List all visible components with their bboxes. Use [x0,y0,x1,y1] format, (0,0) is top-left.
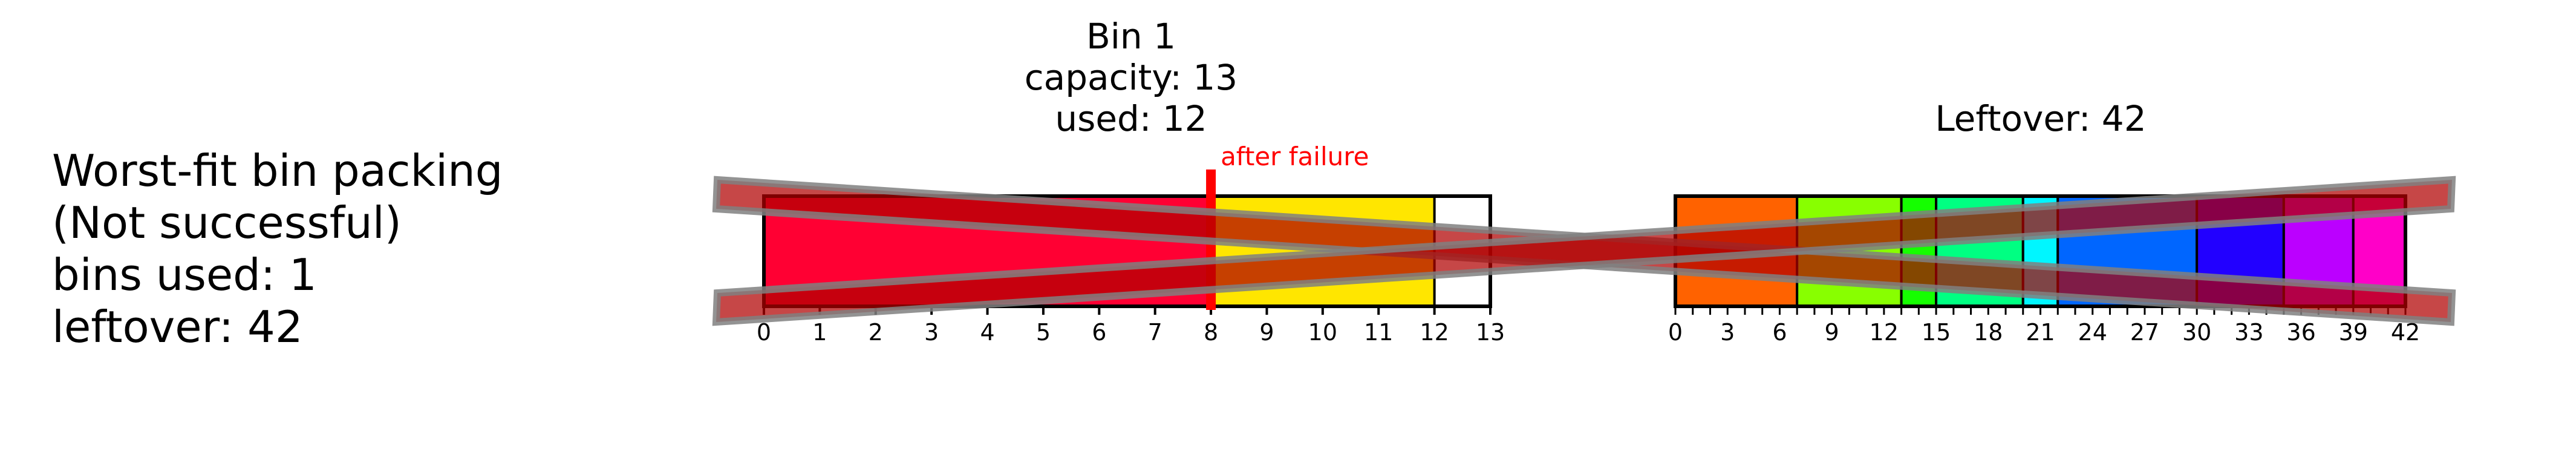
leftover-tick-label: 9 [1825,319,1839,346]
bin-1-used: used: 12 [1055,98,1207,139]
summary-line-title: Worst-fit bin packing [52,145,503,196]
leftover-tick-label: 33 [2234,319,2263,346]
bin-1-tick-label: 7 [1148,319,1162,346]
leftover-tick-label: 27 [2130,319,2159,346]
summary-line-bins-used: bins used: 1 [52,249,317,300]
bin-1-tick-label: 12 [1420,319,1449,346]
bin-1-capacity: capacity: 13 [1025,57,1237,98]
summary-line-leftover: leftover: 42 [52,301,303,352]
failure-label: after failure [1221,142,1369,171]
bin-1-tick-label: 2 [869,319,883,346]
leftover-tick-label: 3 [1720,319,1735,346]
summary-text: Worst-fit bin packing (Not successful) b… [52,145,503,352]
bin-1-tick-label: 3 [924,319,939,346]
bin-1-tick-label: 10 [1308,319,1337,346]
bin-1-tick-label: 0 [757,319,771,346]
leftover-tick-label: 6 [1772,319,1787,346]
summary-line-status: (Not successful) [52,197,402,248]
bin-1-axis: 0 1 2 3 4 5 6 7 8 9 10 11 12 13 [757,306,1505,346]
bin-1-tick-label: 6 [1092,319,1106,346]
bin-1-tick-label: 9 [1259,319,1274,346]
bin-1-tick-label: 5 [1036,319,1051,346]
leftover-tick-label: 36 [2286,319,2315,346]
leftover-tick-label: 12 [1870,319,1899,346]
leftover-tick-label: 24 [2078,319,2107,346]
leftover-tick-label: 39 [2339,319,2368,346]
bin-1-tick-label: 11 [1364,319,1393,346]
leftover-tick-label: 15 [1922,319,1951,346]
bin-1-title: Bin 1 capacity: 13 used: 12 [1025,16,1237,139]
bin-1-tick-label: 4 [980,319,994,346]
leftover-axis: 0 3 6 9 12 15 18 21 24 27 30 33 36 39 42 [1668,306,2420,346]
leftover-tick-label: 30 [2182,319,2211,346]
leftover-tick-label: 0 [1668,319,1683,346]
leftover-tick-label: 42 [2391,319,2420,346]
cross-bar-up [712,176,2456,326]
leftover-tick-label: 21 [2026,319,2055,346]
bin-1-label: Bin 1 [1086,16,1176,57]
leftover-tick-label: 18 [1974,319,2003,346]
bin-1-tick-label: 1 [812,319,827,346]
failure-cross-mark [712,176,2456,326]
bin-1-tick-label: 13 [1476,319,1505,346]
leftover-title: Leftover: 42 [1935,98,2146,139]
bin-1-tick-label: 8 [1204,319,1218,346]
